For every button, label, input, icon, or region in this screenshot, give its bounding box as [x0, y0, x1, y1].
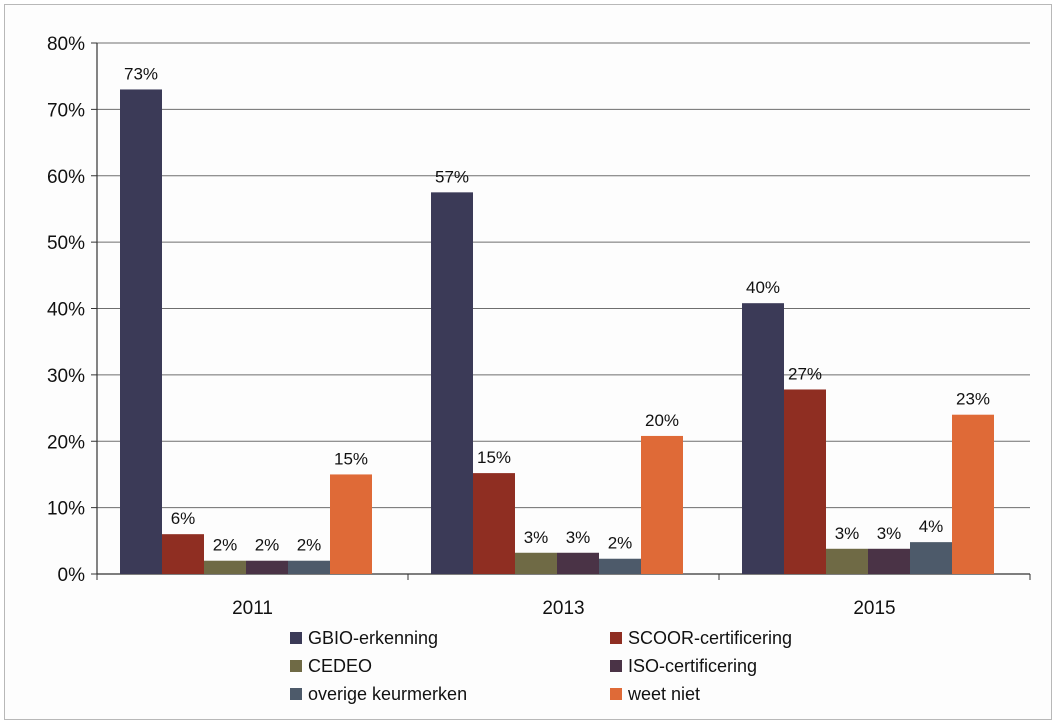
data-label: 15%: [334, 449, 368, 468]
y-tick-label: 70%: [47, 100, 85, 121]
data-label: 2%: [608, 534, 633, 553]
legend-label: ISO-certificering: [628, 655, 758, 676]
data-label: 3%: [877, 524, 902, 543]
legend-label: SCOOR-certificering: [628, 627, 793, 648]
data-label: 3%: [524, 528, 549, 547]
data-label: 2%: [213, 536, 238, 555]
legend-swatch: [610, 632, 622, 644]
chart-frame: [4, 4, 1052, 720]
legend-item: ISO-certificering: [610, 654, 890, 678]
data-label: 40%: [746, 278, 780, 297]
bar: [557, 552, 599, 574]
legend-item: GBIO-erkenning: [290, 626, 610, 650]
legend-item: weet niet: [610, 682, 890, 706]
legend: GBIO-erkenning SCOOR-certificering CEDEO IS…: [290, 626, 890, 706]
y-tick-label: 10%: [47, 499, 85, 520]
data-label: 2%: [255, 536, 280, 555]
legend-label: GBIO-erkenning: [308, 627, 439, 648]
data-label: 27%: [788, 364, 822, 383]
bar: [246, 560, 288, 574]
bar: [826, 548, 868, 574]
x-category-label: 2011: [232, 598, 273, 619]
legend-swatch: [610, 660, 622, 672]
bar: [120, 89, 162, 575]
bar: [599, 558, 641, 574]
bar: [952, 414, 994, 574]
data-label: 57%: [435, 167, 469, 186]
y-tick-label: 0%: [58, 565, 86, 586]
bar: [330, 474, 372, 574]
y-tick-label: 30%: [47, 366, 85, 387]
bar: [742, 303, 784, 574]
legend-item: CEDEO: [290, 654, 610, 678]
legend-item: SCOOR-certificering: [610, 626, 890, 650]
legend-item: overige keurmerken: [290, 682, 610, 706]
x-category-label: 2015: [853, 598, 895, 619]
data-label: 3%: [835, 524, 860, 543]
bar: [910, 542, 952, 574]
bar: [784, 389, 826, 574]
y-tick-label: 20%: [47, 432, 85, 453]
legend-label: CEDEO: [308, 655, 373, 676]
y-tick-label: 40%: [47, 300, 85, 321]
legend-swatch: [290, 632, 302, 644]
y-tick-label: 50%: [47, 233, 85, 254]
bar: [641, 435, 683, 574]
legend-swatch: [610, 688, 622, 700]
bar: [162, 534, 204, 574]
data-label: 73%: [124, 64, 158, 83]
data-label: 3%: [566, 528, 591, 547]
y-tick-label: 60%: [47, 167, 85, 188]
bar: [288, 560, 330, 574]
data-label: 15%: [477, 448, 511, 467]
data-label: 23%: [956, 390, 990, 409]
data-label: 6%: [171, 509, 196, 528]
legend-label: overige keurmerken: [308, 683, 468, 704]
data-label: 4%: [919, 517, 944, 536]
bar: [431, 192, 473, 574]
x-category-label: 2013: [542, 598, 584, 619]
bar: [868, 548, 910, 574]
legend-swatch: [290, 688, 302, 700]
bar: [473, 473, 515, 574]
legend-swatch: [290, 660, 302, 672]
data-label: 2%: [297, 536, 322, 555]
y-tick-label: 80%: [47, 34, 85, 55]
bar: [204, 560, 246, 574]
data-label: 20%: [645, 411, 679, 430]
bar: [515, 552, 557, 574]
legend-label: weet niet: [628, 683, 701, 704]
